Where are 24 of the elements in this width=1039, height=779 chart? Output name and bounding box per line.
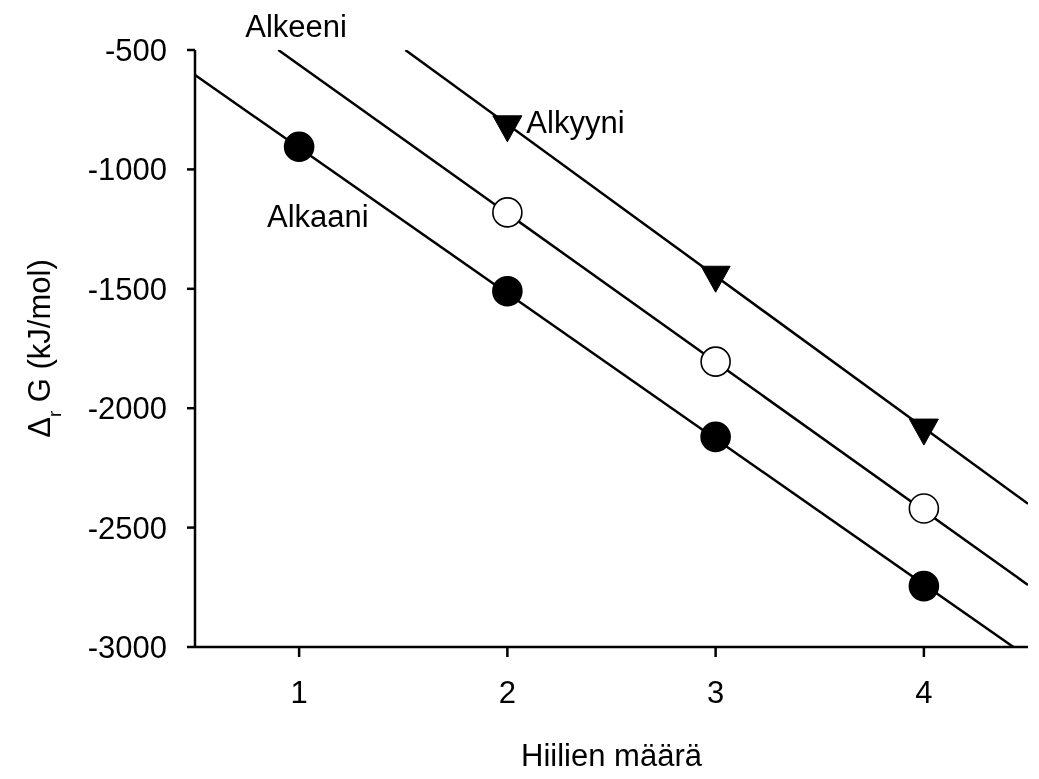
series-label: Alkeeni (245, 9, 347, 44)
point (492, 115, 523, 143)
point (908, 493, 940, 524)
point (908, 570, 940, 602)
point (700, 421, 731, 453)
point (492, 197, 523, 228)
x-tick-label: 3 (707, 675, 725, 711)
y-tick-label: -2000 (87, 391, 167, 427)
series-label: Alkaani (267, 199, 369, 235)
y-tick-label: -500 (104, 33, 167, 69)
point (908, 418, 939, 446)
y-tick-label: -1000 (87, 152, 167, 188)
y-tick-label: -3000 (87, 630, 167, 666)
x-axis-title: Hiilien määrä (521, 738, 703, 773)
point (283, 131, 315, 163)
point (700, 346, 731, 377)
point (700, 265, 731, 293)
series-label: Alkyyni (526, 105, 625, 140)
point (492, 275, 523, 307)
x-tick-label: 1 (290, 675, 308, 711)
y-tick-label: -2500 (87, 510, 167, 546)
y-tick-label: -1500 (87, 271, 167, 307)
x-tick-label: 4 (915, 675, 933, 711)
x-tick-label: 2 (498, 675, 516, 711)
